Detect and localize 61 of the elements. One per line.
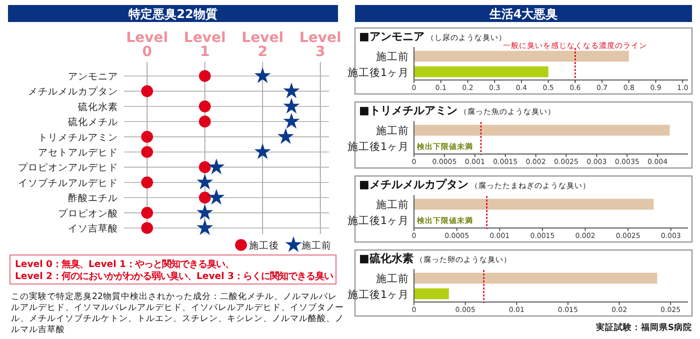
point — [198, 192, 211, 204]
y-tick-label: イソ吉草酸 — [68, 222, 118, 234]
point — [141, 206, 154, 219]
text: 実証試験：福岡県S病院 — [594, 322, 692, 333]
y-tick-label: 施工後1ヶ月 — [347, 214, 409, 227]
chart-title: 特定悪臭22物質 — [128, 7, 218, 21]
text: Level — [299, 30, 342, 46]
chart-title: ■メチルメルカプタン — [359, 178, 468, 191]
y-tick-label: プロピオン酸 — [58, 207, 118, 220]
point — [196, 219, 214, 236]
point — [141, 85, 154, 98]
y-tick-label: 施工後1ヶ月 — [347, 288, 409, 301]
point — [208, 188, 225, 205]
text: Level 0：無臭、Level 1：やっと関知できる臭い、 — [15, 259, 234, 270]
point — [196, 174, 214, 190]
point — [283, 82, 300, 98]
y-tick-label: 硫化メチル — [68, 116, 118, 128]
y-tick-label: 施工前 — [376, 124, 409, 138]
point — [198, 161, 211, 174]
point — [277, 128, 294, 144]
y-tick-label: 酢酸エチル — [68, 192, 118, 204]
point — [208, 158, 225, 174]
chart-title: ■トリメチルアミン — [359, 104, 458, 117]
y-tick-label: 施工前 — [376, 50, 409, 64]
y-tick-label: 施工前 — [376, 272, 409, 286]
x-axis-title: Level — [126, 30, 168, 46]
x-tick-label: 2 — [258, 44, 268, 60]
point — [196, 204, 214, 220]
text: Level — [242, 30, 284, 46]
text: 生活4大悪臭 — [488, 7, 558, 21]
y-tick-label: アンモニア — [68, 72, 118, 82]
point — [254, 143, 271, 160]
point — [198, 116, 211, 128]
point — [141, 130, 154, 143]
point — [283, 112, 300, 129]
y-tick-label: トリメチルアミン — [38, 132, 118, 144]
text: Level 2：何のにおいかがわかる弱い臭い、Level 3：らくに関知できる臭い — [15, 271, 333, 282]
text: この実験で特定悪臭22物質中検出されかった成分：二酸化メチル、ノルマルバレルアルデヒド、イソマルバレルアルデヒド、イソバレルアルデヒド、イソブタノール、メチルイソブチルケトン、トルエン、スチレン、キシレン、ノルマル酪酸、ノルマル吉草酸 — [11, 291, 344, 335]
point — [141, 176, 154, 188]
y-tick-label: 施工後1ヶ月 — [347, 66, 409, 79]
point — [141, 146, 154, 158]
y-tick-label: アセトアルデヒド — [38, 148, 118, 158]
point — [283, 98, 300, 114]
x-tick-label: 3 — [315, 44, 326, 60]
x-tick-label: 1 — [200, 44, 210, 60]
point — [141, 222, 154, 234]
y-tick-label: メチルメルカプタン — [28, 86, 118, 98]
y-tick-label: 施工前 — [376, 198, 409, 212]
legend-label: 施工前 — [302, 240, 332, 252]
point — [254, 67, 271, 84]
chart-title: ■硫化水素 — [359, 252, 414, 265]
y-tick-label: プロピオンアルデヒド — [18, 162, 118, 174]
y-tick-label: イソブチルアルデヒド — [18, 176, 118, 189]
point — [198, 100, 211, 112]
y-tick-label: 施工後1ヶ月 — [347, 140, 409, 153]
legend-label: 施工後 — [249, 240, 279, 252]
point — [198, 70, 211, 82]
x-tick-label: 0 — [142, 44, 152, 60]
chart-title: ■アンモニア — [359, 30, 424, 43]
text: Level — [184, 30, 226, 46]
y-tick-label: 硫化水素 — [78, 100, 118, 113]
